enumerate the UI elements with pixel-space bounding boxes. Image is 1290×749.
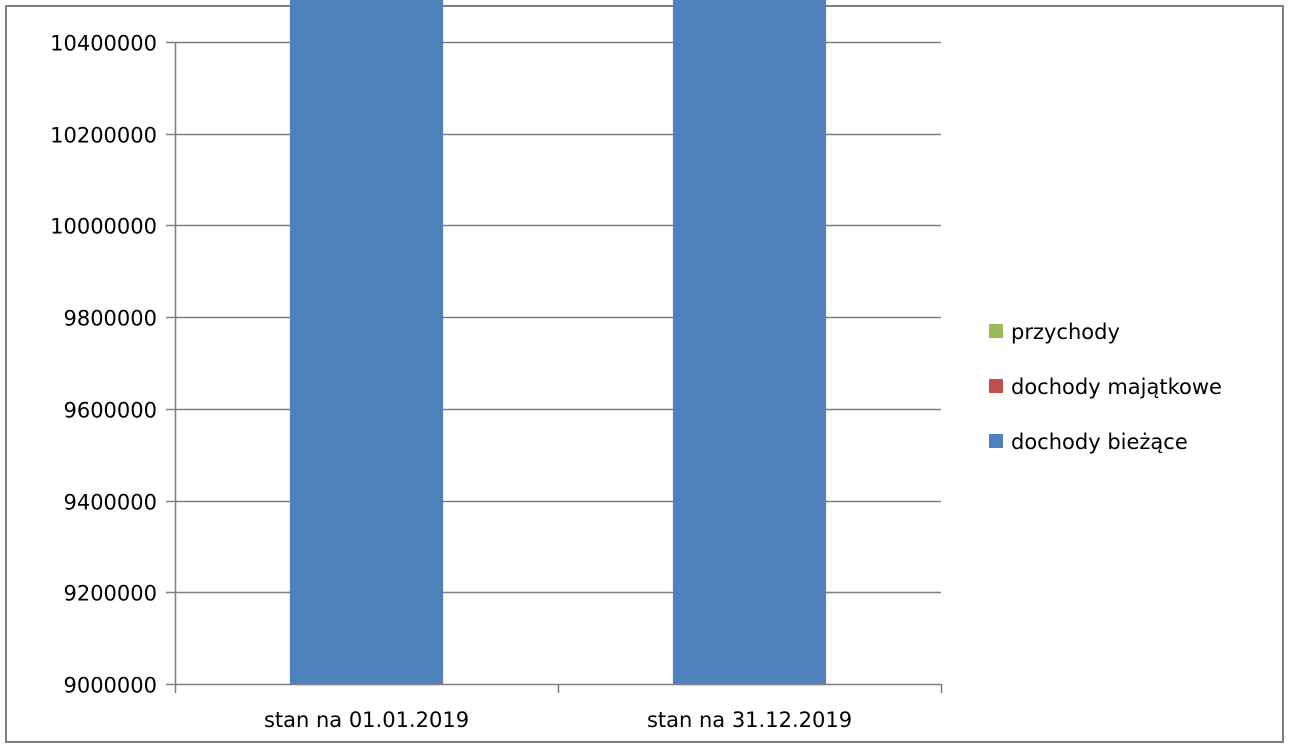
legend-swatch	[989, 379, 1003, 393]
y-tick-label: 9800000	[63, 307, 157, 331]
legend-label: przychody	[1011, 320, 1120, 344]
x-tick-label: stan na 01.01.2019	[264, 708, 469, 732]
chart-frame	[5, 5, 1284, 743]
x-tick-label: stan na 31.12.2019	[647, 708, 852, 732]
bar-dochody-biezace	[289, 0, 444, 684]
legend-swatch	[989, 324, 1003, 338]
y-tick-label: 9000000	[63, 674, 157, 698]
y-tick-label: 10400000	[50, 32, 157, 56]
legend-layer: przychody dochody majątkowe dochody bieżąc…	[989, 320, 1222, 454]
bar-dochody-biezace	[672, 0, 827, 684]
y-tick-label: 10200000	[50, 124, 157, 148]
bars-layer	[289, 0, 827, 684]
y-tick-label: 10000000	[50, 215, 157, 239]
legend-swatch	[989, 434, 1003, 448]
legend-label: dochody majątkowe	[1011, 375, 1222, 399]
legend-label: dochody bieżące	[1011, 430, 1188, 454]
axis-layer: 9000000 9200000 9400000 9600000 9800000 10000…	[50, 32, 943, 732]
y-tick-label: 9600000	[63, 399, 157, 423]
y-tick-label: 9200000	[63, 582, 157, 606]
y-tick-label: 9400000	[63, 491, 157, 515]
